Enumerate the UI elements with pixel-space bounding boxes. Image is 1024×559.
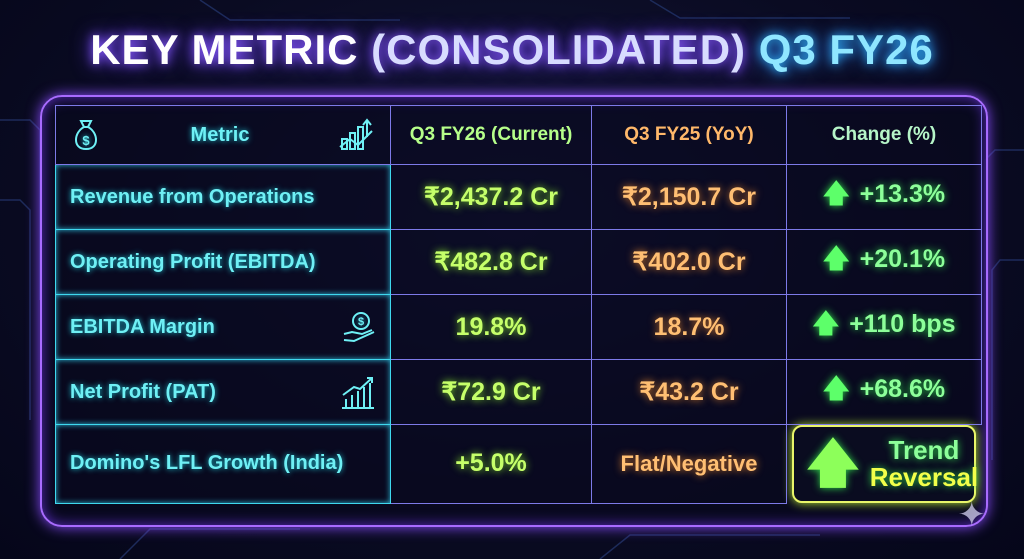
header-change: Change (%) <box>786 105 982 165</box>
yoy-cell: Flat/Negative <box>591 424 787 504</box>
metrics-table: $ Metric Q3 FY26 (Current) Q3 FY25 (YoY)… <box>55 105 982 504</box>
money-bag-icon: $ <box>75 120 97 151</box>
table-row: Operating Profit (EBITDA) ₹482.8 Cr ₹402… <box>55 229 982 295</box>
svg-text:$: $ <box>358 316 364 328</box>
yoy-cell: ₹2,150.7 Cr <box>591 164 787 230</box>
current-cell: ₹482.8 Cr <box>390 229 592 295</box>
metric-cell: Domino's LFL Growth (India) <box>55 424 391 504</box>
change-cell: 🡅 +13.3% <box>786 164 982 230</box>
bar-chart-up-icon <box>342 377 374 409</box>
up-arrow-icon: 🡅 <box>822 178 850 208</box>
current-cell: ₹72.9 Cr <box>390 359 592 425</box>
change-cell: 🡅 +110 bps <box>786 294 982 360</box>
current-cell: 19.8% <box>390 294 592 360</box>
table-row: Revenue from Operations ₹2,437.2 Cr ₹2,1… <box>55 164 982 230</box>
up-arrow-icon: 🡅 <box>822 373 850 403</box>
up-arrow-icon: 🡅 <box>806 435 860 493</box>
header-current: Q3 FY26 (Current) <box>390 105 592 165</box>
table-row: Domino's LFL Growth (India) +5.0% Flat/N… <box>55 424 982 504</box>
svg-text:$: $ <box>82 133 90 148</box>
page-title: KEY METRIC (CONSOLIDATED) Q3 FY26 <box>90 26 934 73</box>
yoy-cell: 18.7% <box>591 294 787 360</box>
metric-cell: EBITDA Margin $ <box>55 294 391 360</box>
up-arrow-icon: 🡅 <box>822 243 850 273</box>
change-cell: 🡅 +20.1% <box>786 229 982 295</box>
table-row: Net Profit (PAT) ₹72.9 Cr ₹43.2 Cr 🡅 +68.… <box>55 359 982 425</box>
header-yoy: Q3 FY25 (YoY) <box>591 105 787 165</box>
up-arrow-icon: 🡅 <box>812 308 840 338</box>
yoy-cell: ₹402.0 Cr <box>591 229 787 295</box>
yoy-cell: ₹43.2 Cr <box>591 359 787 425</box>
current-cell: +5.0% <box>390 424 592 504</box>
change-cell: 🡅 Trend Reversal <box>787 425 982 503</box>
current-cell: ₹2,437.2 Cr <box>390 164 592 230</box>
hand-money-icon: $ <box>343 312 375 343</box>
change-cell: 🡅 +68.6% <box>786 359 982 425</box>
trend-reversal-badge: 🡅 Trend Reversal <box>792 425 978 503</box>
table-row: EBITDA Margin $ 19.8% 18.7% 🡅 +110 bps <box>55 294 982 360</box>
header-metric: $ Metric <box>55 105 391 165</box>
metric-cell: Revenue from Operations <box>55 164 391 230</box>
sparkle-icon: ✦ <box>957 496 987 534</box>
metric-cell: Operating Profit (EBITDA) <box>55 229 391 295</box>
growth-chart-icon <box>339 118 373 150</box>
metric-cell: Net Profit (PAT) <box>55 359 391 425</box>
table-header-row: $ Metric Q3 FY26 (Current) Q3 FY25 (YoY)… <box>55 105 982 165</box>
